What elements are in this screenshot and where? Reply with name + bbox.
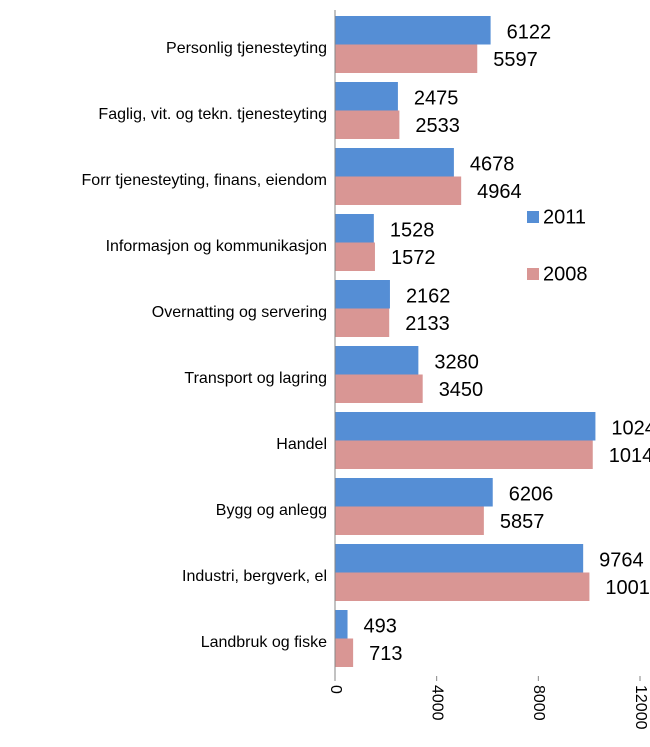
y-tick-label: Overnatting og servering bbox=[151, 304, 327, 321]
data-label: 493 bbox=[364, 616, 397, 638]
bar bbox=[335, 610, 348, 639]
bar bbox=[335, 346, 419, 375]
data-label: 1572 bbox=[391, 247, 436, 269]
bar bbox=[335, 82, 398, 111]
bar bbox=[335, 440, 593, 469]
data-label: 713 bbox=[369, 643, 402, 665]
category-label-box: Landbruk og fiske bbox=[0, 610, 327, 676]
data-label: 6122 bbox=[507, 22, 552, 44]
category-label-box: Faglig, vit. og tekn. tjenesteyting bbox=[0, 82, 327, 148]
y-tick-label: Landbruk og fiske bbox=[200, 634, 327, 651]
bar bbox=[335, 110, 400, 139]
data-label: 4964 bbox=[477, 181, 522, 203]
bar bbox=[335, 16, 491, 45]
category-label-box: Forr tjenesteyting, finans, eiendom bbox=[0, 148, 327, 214]
bar bbox=[335, 412, 596, 441]
data-label: 10246 bbox=[611, 418, 650, 440]
bar bbox=[335, 572, 590, 601]
x-tick-label: 0 bbox=[327, 685, 344, 694]
x-tick-label: 4000 bbox=[428, 685, 445, 721]
data-label: 1528 bbox=[390, 220, 435, 242]
bar bbox=[335, 374, 423, 403]
legend-swatch bbox=[527, 268, 539, 280]
category-label-box: Bygg og anlegg bbox=[0, 478, 327, 544]
data-label: 3280 bbox=[434, 352, 479, 374]
bar bbox=[335, 638, 354, 667]
category-label-box: Industri, bergverk, el bbox=[0, 544, 327, 610]
data-label: 9764 bbox=[599, 550, 644, 572]
bar bbox=[335, 242, 375, 271]
data-label: 10141 bbox=[609, 445, 650, 467]
bar bbox=[335, 176, 462, 205]
bar bbox=[335, 506, 484, 535]
category-label-box: Personlig tjenesteyting bbox=[0, 16, 327, 82]
data-label: 10010 bbox=[605, 577, 650, 599]
data-label: 5597 bbox=[493, 49, 538, 71]
legend-swatch bbox=[527, 211, 539, 223]
data-label: 5857 bbox=[500, 511, 545, 533]
bar bbox=[335, 280, 390, 309]
data-label: 2475 bbox=[414, 88, 459, 110]
data-label: 2533 bbox=[415, 115, 460, 137]
bar bbox=[335, 148, 454, 177]
bar bbox=[335, 544, 584, 573]
y-tick-label: Faglig, vit. og tekn. tjenesteyting bbox=[98, 106, 327, 123]
y-tick-label: Informasjon og kommunikasjon bbox=[105, 238, 327, 255]
y-tick-label: Handel bbox=[276, 436, 327, 453]
y-tick-label: Forr tjenesteyting, finans, eiendom bbox=[81, 172, 327, 189]
category-label-box: Transport og lagring bbox=[0, 346, 327, 412]
bar bbox=[335, 308, 390, 337]
legend-label: 2008 bbox=[543, 263, 588, 285]
y-tick-label: Transport og lagring bbox=[184, 370, 327, 387]
category-label-box: Informasjon og kommunikasjon bbox=[0, 214, 327, 280]
bar bbox=[335, 214, 374, 243]
category-label-box: Handel bbox=[0, 412, 327, 478]
data-label: 6206 bbox=[509, 484, 554, 506]
bar bbox=[335, 44, 478, 73]
x-tick-label: 8000 bbox=[530, 685, 547, 721]
data-label: 3450 bbox=[439, 379, 484, 401]
category-label-box: Overnatting og servering bbox=[0, 280, 327, 346]
x-tick-label: 12000 bbox=[632, 685, 649, 730]
y-tick-label: Industri, bergverk, el bbox=[182, 568, 327, 585]
data-label: 2133 bbox=[405, 313, 450, 335]
y-tick-label: Bygg og anlegg bbox=[215, 502, 327, 519]
y-tick-label: Personlig tjenesteyting bbox=[166, 40, 327, 57]
data-label: 2162 bbox=[406, 286, 451, 308]
bar bbox=[335, 478, 493, 507]
data-label: 4678 bbox=[470, 154, 515, 176]
legend-label: 2011 bbox=[543, 206, 586, 228]
